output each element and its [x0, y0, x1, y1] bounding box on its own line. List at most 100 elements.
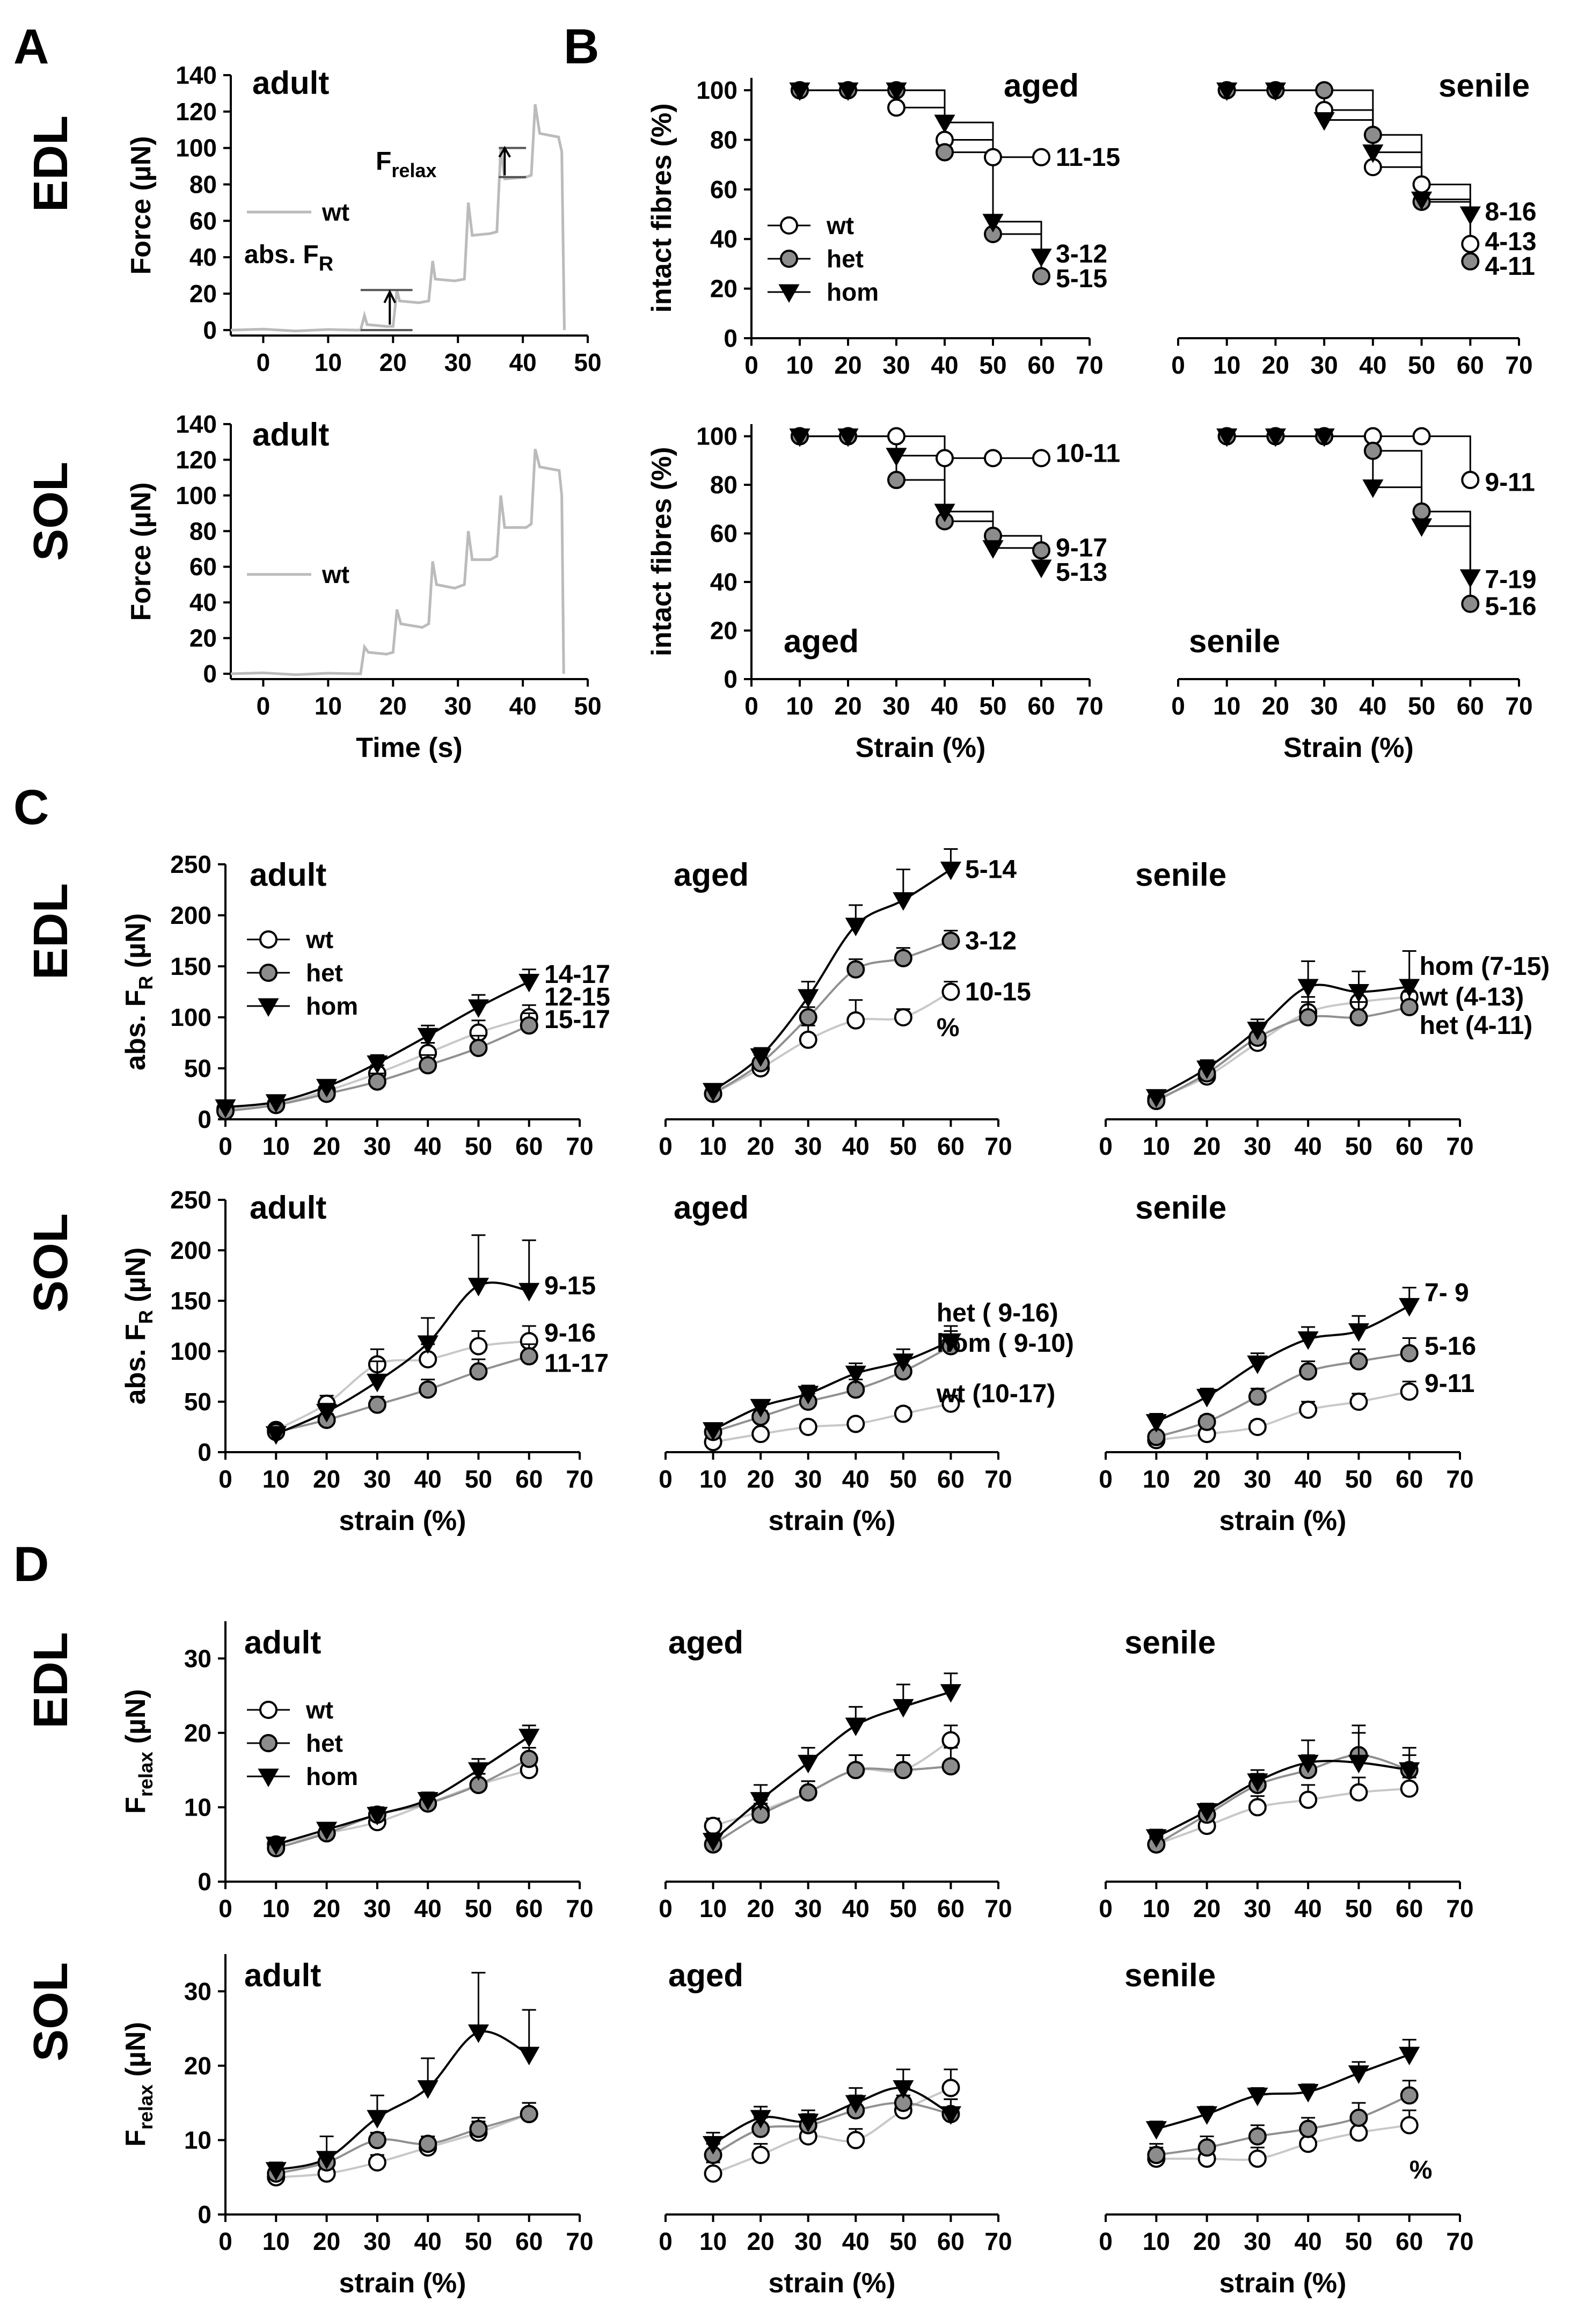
x-tick-label: 10 [699, 1465, 727, 1493]
point-hom [886, 448, 907, 467]
chart-b-edl-senile: 0 10 20 30 40 50 60 70 senile 8-164-134-11 [1171, 68, 1536, 379]
chart-title: adult [250, 857, 326, 893]
point-het [1032, 267, 1050, 286]
point-het [419, 1056, 437, 1075]
step-line-het [800, 435, 1042, 551]
n-label: 3-12 [1056, 240, 1107, 268]
x-tick-label: 40 [1359, 692, 1386, 720]
point-hom [1216, 428, 1238, 447]
y-tick-label: 10 [184, 2126, 211, 2154]
step-line-hom [1226, 435, 1471, 577]
y-tick-label: 80 [710, 471, 737, 499]
x-tick-label: 60 [1027, 692, 1055, 720]
legend-label-wt: wt [305, 926, 333, 953]
y-tick-label: 0 [203, 316, 217, 344]
fit-curve-hom [275, 2030, 530, 2171]
x-tick-label: 10 [699, 1132, 727, 1160]
x-tick-label: 50 [1345, 1895, 1372, 1922]
chart-title: aged [674, 857, 749, 893]
x-tick-label: 60 [1396, 2227, 1423, 2255]
y-tick-label: 80 [710, 126, 737, 154]
x-tick-label: 60 [515, 1465, 543, 1493]
point-het [941, 931, 960, 950]
x-tick-label: 30 [882, 692, 910, 720]
x-tick-label: 60 [937, 1895, 965, 1922]
point-hom [1031, 249, 1052, 267]
point-hom [1399, 2046, 1420, 2066]
point-hom [1247, 1773, 1268, 1792]
point-wt [751, 2146, 770, 2165]
step-line-hom [1226, 89, 1471, 215]
x-tick-label: 50 [465, 1465, 492, 1493]
point-het [368, 1395, 386, 1414]
y-tick-label: 20 [710, 275, 737, 303]
x-tick-label: 30 [1244, 1895, 1271, 1922]
step-line-wt [1226, 89, 1471, 244]
x-tick-label: 20 [747, 1895, 775, 1922]
x-tick-label: 40 [1359, 351, 1386, 379]
y-tick-label: 0 [198, 2201, 211, 2228]
row-label-edl-c: EDL [24, 883, 78, 980]
point-hom [1411, 518, 1433, 537]
legend-marker-het [259, 1734, 277, 1752]
n-label: 15-17 [544, 1006, 610, 1034]
point-hom [798, 1386, 819, 1405]
point-wt [1412, 427, 1431, 446]
point-wt [799, 1418, 817, 1436]
point-hom [265, 1837, 287, 1855]
point-hom [798, 989, 819, 1008]
x-tick-label: 0 [1171, 351, 1185, 379]
chart-b-edl-aged: 0 10 20 30 40 50 60 70 0 20 40 60 80 100 intact fibres… [646, 68, 1120, 379]
n-label: 5-13 [1056, 558, 1107, 587]
point-hom [518, 1283, 540, 1302]
y-tick-label: 120 [176, 98, 217, 126]
fit-curve-hom [1156, 1305, 1410, 1423]
chart-title: senile [1189, 623, 1280, 659]
y-tick-label: 50 [184, 1388, 211, 1416]
point-hom [893, 2080, 914, 2099]
chart-title: adult [244, 1624, 321, 1660]
x-tick-label: 0 [659, 1895, 673, 1922]
fit-curve-wt [712, 990, 952, 1095]
x-tick-label: 10 [315, 348, 342, 376]
y-axis-title: intact fibres (%) [646, 103, 677, 312]
point-hom [982, 214, 1004, 232]
x-tick-label: 40 [842, 1895, 870, 1922]
point-hom [1265, 428, 1287, 447]
x-tick-label: 10 [262, 1895, 290, 1922]
x-tick-label: 20 [1193, 1895, 1221, 1922]
n-label: 10-11 [1056, 439, 1120, 468]
point-het [936, 143, 954, 162]
x-tick-label: 40 [1295, 1465, 1322, 1493]
point-hom [265, 1094, 287, 1113]
legend-label-wt: wt [305, 1696, 333, 1724]
x-axis-title: strain (%) [769, 1505, 896, 1536]
fit-curve-het [1156, 1006, 1410, 1102]
x-tick-label: 70 [1446, 2227, 1473, 2255]
point-hom [367, 2110, 388, 2129]
x-tick-label: 50 [1408, 692, 1435, 720]
panel-letter-a: A [13, 19, 49, 74]
n-label: 8-16 [1485, 198, 1537, 226]
point-hom [750, 1792, 771, 1811]
x-tick-label: 60 [1457, 692, 1484, 720]
x-tick-label: 0 [744, 692, 758, 720]
x-tick-label: 70 [566, 2227, 593, 2255]
point-hom [1362, 144, 1384, 163]
n-label: 9-11 [1485, 469, 1535, 497]
chart-d-edl-aged: 0 10 20 30 40 50 60 70 aged [659, 1624, 1012, 1922]
point-hom [845, 1717, 866, 1737]
chart-b-sol-senile: 0 10 20 30 40 50 60 70 Strain (%) senile 9-11 7-195… [1171, 427, 1537, 763]
frelax-label: Frelax [376, 147, 436, 181]
point-wt [1299, 1790, 1318, 1809]
point-wt [846, 1415, 865, 1433]
point-het [1299, 1008, 1318, 1026]
x-axis-title: Time (s) [356, 732, 462, 763]
chart-c-sol-adult: 0 10 20 30 40 50 60 70 0 50 100 150 200 250 strain (%)… [120, 1186, 609, 1536]
fit-curve-wt [713, 1402, 951, 1444]
point-hom [702, 1083, 724, 1102]
y-axis-title: Frelax (µN) [120, 2022, 157, 2146]
point-wt [941, 1731, 960, 1750]
x-tick-label: 60 [937, 2227, 965, 2255]
x-tick-label: 40 [414, 1465, 442, 1493]
